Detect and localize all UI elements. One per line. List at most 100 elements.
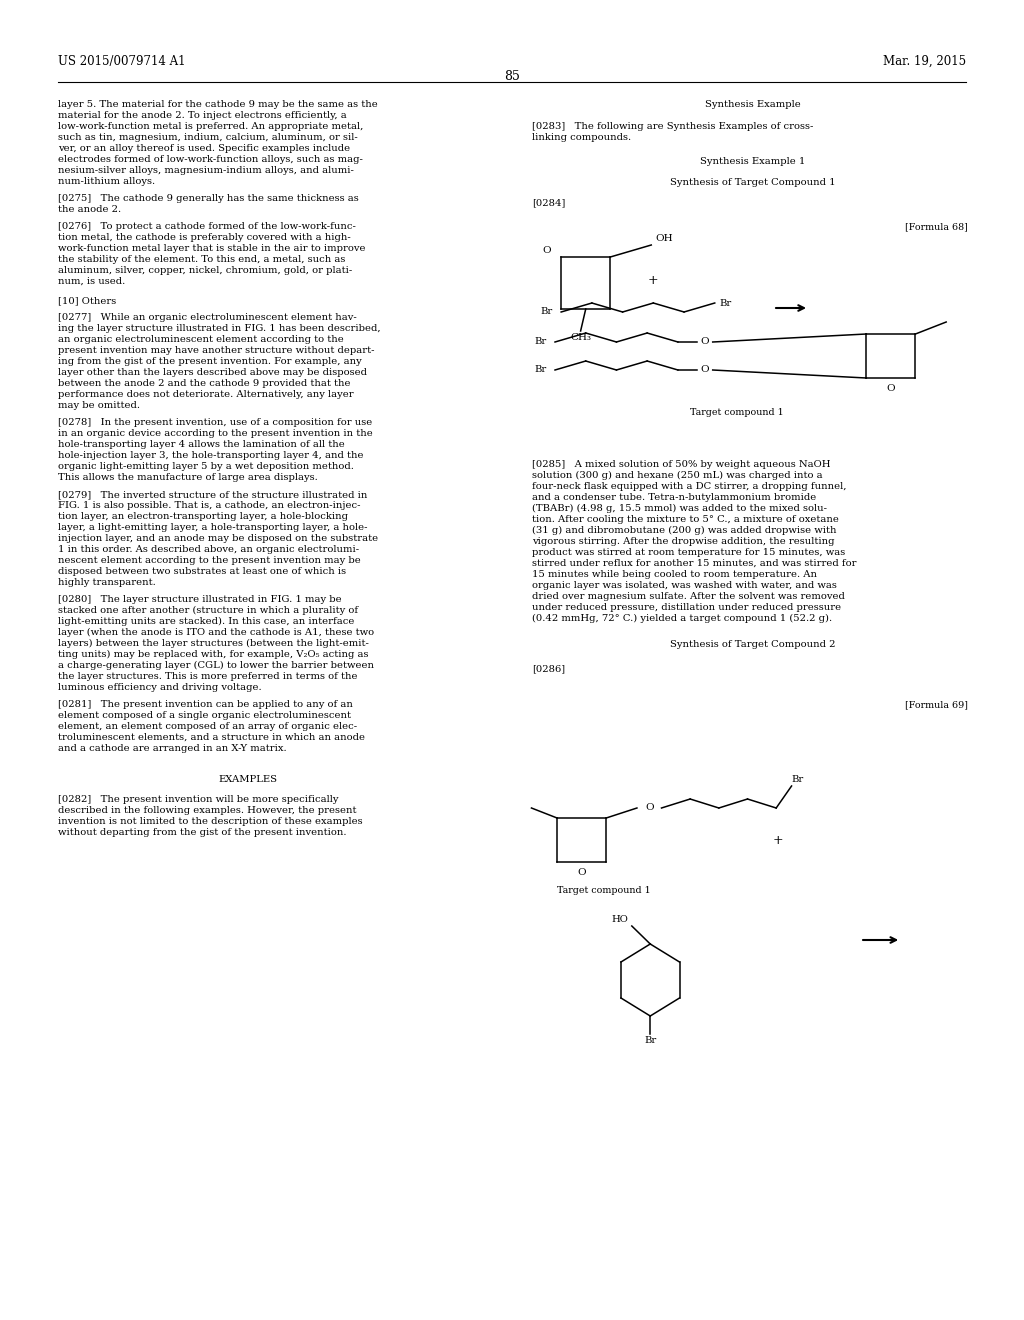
- Text: +: +: [648, 273, 658, 286]
- Text: troluminescent elements, and a structure in which an anode: troluminescent elements, and a structure…: [58, 733, 366, 742]
- Text: O: O: [700, 337, 709, 346]
- Text: tion. After cooling the mixture to 5° C., a mixture of oxetane: tion. After cooling the mixture to 5° C.…: [532, 515, 840, 524]
- Text: Mar. 19, 2015: Mar. 19, 2015: [883, 55, 966, 69]
- Text: 15 minutes while being cooled to room temperature. An: 15 minutes while being cooled to room te…: [532, 570, 817, 579]
- Text: O: O: [543, 246, 551, 255]
- Text: Br: Br: [792, 775, 804, 784]
- Text: ing from the gist of the present invention. For example, any: ing from the gist of the present inventi…: [58, 356, 362, 366]
- Text: element composed of a single organic electroluminescent: element composed of a single organic ele…: [58, 711, 351, 719]
- Text: [0275]   The cathode 9 generally has the same thickness as: [0275] The cathode 9 generally has the s…: [58, 194, 359, 203]
- Text: electrodes formed of low-work-function alloys, such as mag-: electrodes formed of low-work-function a…: [58, 154, 364, 164]
- Text: [0282]   The present invention will be more specifically: [0282] The present invention will be mor…: [58, 795, 339, 804]
- Text: +: +: [773, 833, 783, 846]
- Text: and a cathode are arranged in an X-Y matrix.: and a cathode are arranged in an X-Y mat…: [58, 744, 287, 752]
- Text: hole-transporting layer 4 allows the lamination of all the: hole-transporting layer 4 allows the lam…: [58, 440, 345, 449]
- Text: [0277]   While an organic electroluminescent element hav-: [0277] While an organic electroluminesce…: [58, 313, 357, 322]
- Text: an organic electroluminescent element according to the: an organic electroluminescent element ac…: [58, 335, 344, 345]
- Text: ing the layer structure illustrated in FIG. 1 has been described,: ing the layer structure illustrated in F…: [58, 323, 381, 333]
- Text: US 2015/0079714 A1: US 2015/0079714 A1: [58, 55, 186, 69]
- Text: the stability of the element. To this end, a metal, such as: the stability of the element. To this en…: [58, 255, 346, 264]
- Text: O: O: [645, 803, 653, 812]
- Text: linking compounds.: linking compounds.: [532, 133, 632, 143]
- Text: solution (300 g) and hexane (250 mL) was charged into a: solution (300 g) and hexane (250 mL) was…: [532, 471, 823, 480]
- Text: [0281]   The present invention can be applied to any of an: [0281] The present invention can be appl…: [58, 700, 353, 709]
- Text: [0284]: [0284]: [532, 198, 566, 207]
- Text: material for the anode 2. To inject electrons efficiently, a: material for the anode 2. To inject elec…: [58, 111, 347, 120]
- Text: present invention may have another structure without depart-: present invention may have another struc…: [58, 346, 375, 355]
- Text: nesium-silver alloys, magnesium-indium alloys, and alumi-: nesium-silver alloys, magnesium-indium a…: [58, 166, 354, 176]
- Text: work-function metal layer that is stable in the air to improve: work-function metal layer that is stable…: [58, 244, 366, 253]
- Text: Br: Br: [535, 366, 547, 375]
- Text: in an organic device according to the present invention in the: in an organic device according to the pr…: [58, 429, 373, 438]
- Text: [0283]   The following are Synthesis Examples of cross-: [0283] The following are Synthesis Examp…: [532, 121, 814, 131]
- Text: organic light-emitting layer 5 by a wet deposition method.: organic light-emitting layer 5 by a wet …: [58, 462, 354, 471]
- Text: [0278]   In the present invention, use of a composition for use: [0278] In the present invention, use of …: [58, 418, 373, 426]
- Text: FIG. 1 is also possible. That is, a cathode, an electron-injec-: FIG. 1 is also possible. That is, a cath…: [58, 502, 360, 510]
- Text: (TBABr) (4.98 g, 15.5 mmol) was added to the mixed solu-: (TBABr) (4.98 g, 15.5 mmol) was added to…: [532, 504, 827, 513]
- Text: stacked one after another (structure in which a plurality of: stacked one after another (structure in …: [58, 606, 358, 615]
- Text: between the anode 2 and the cathode 9 provided that the: between the anode 2 and the cathode 9 pr…: [58, 379, 351, 388]
- Text: luminous efficiency and driving voltage.: luminous efficiency and driving voltage.: [58, 682, 262, 692]
- Text: tion metal, the cathode is preferably covered with a high-: tion metal, the cathode is preferably co…: [58, 234, 351, 242]
- Text: performance does not deteriorate. Alternatively, any layer: performance does not deteriorate. Altern…: [58, 389, 354, 399]
- Text: layer other than the layers described above may be disposed: layer other than the layers described ab…: [58, 368, 368, 378]
- Text: Synthesis of Target Compound 2: Synthesis of Target Compound 2: [670, 640, 836, 649]
- Text: Synthesis Example: Synthesis Example: [705, 100, 801, 110]
- Text: injection layer, and an anode may be disposed on the substrate: injection layer, and an anode may be dis…: [58, 535, 379, 543]
- Text: layers) between the layer structures (between the light-emit-: layers) between the layer structures (be…: [58, 639, 370, 648]
- Text: [Formula 68]: [Formula 68]: [905, 222, 968, 231]
- Text: (0.42 mmHg, 72° C.) yielded a target compound 1 (52.2 g).: (0.42 mmHg, 72° C.) yielded a target com…: [532, 614, 833, 623]
- Text: ting units) may be replaced with, for example, V₂O₅ acting as: ting units) may be replaced with, for ex…: [58, 649, 369, 659]
- Text: num, is used.: num, is used.: [58, 277, 126, 286]
- Text: a charge-generating layer (CGL) to lower the barrier between: a charge-generating layer (CGL) to lower…: [58, 661, 375, 671]
- Text: Br: Br: [541, 308, 553, 317]
- Text: [0279]   The inverted structure of the structure illustrated in: [0279] The inverted structure of the str…: [58, 490, 368, 499]
- Text: (31 g) and dibromobutane (200 g) was added dropwise with: (31 g) and dibromobutane (200 g) was add…: [532, 525, 837, 535]
- Text: disposed between two substrates at least one of which is: disposed between two substrates at least…: [58, 568, 346, 576]
- Text: vigorous stirring. After the dropwise addition, the resulting: vigorous stirring. After the dropwise ad…: [532, 537, 835, 546]
- Text: organic layer was isolated, was washed with water, and was: organic layer was isolated, was washed w…: [532, 581, 838, 590]
- Text: dried over magnesium sulfate. After the solvent was removed: dried over magnesium sulfate. After the …: [532, 591, 846, 601]
- Text: may be omitted.: may be omitted.: [58, 401, 140, 411]
- Text: num-lithium alloys.: num-lithium alloys.: [58, 177, 156, 186]
- Text: [10] Others: [10] Others: [58, 296, 117, 305]
- Text: 1 in this order. As described above, an organic electrolumi-: 1 in this order. As described above, an …: [58, 545, 359, 554]
- Text: stirred under reflux for another 15 minutes, and was stirred for: stirred under reflux for another 15 minu…: [532, 558, 857, 568]
- Text: light-emitting units are stacked). In this case, an interface: light-emitting units are stacked). In th…: [58, 616, 354, 626]
- Text: without departing from the gist of the present invention.: without departing from the gist of the p…: [58, 828, 347, 837]
- Text: Br: Br: [720, 298, 732, 308]
- Text: OH: OH: [655, 234, 673, 243]
- Text: layer (when the anode is ITO and the cathode is A1, these two: layer (when the anode is ITO and the cat…: [58, 628, 375, 638]
- Text: aluminum, silver, copper, nickel, chromium, gold, or plati-: aluminum, silver, copper, nickel, chromi…: [58, 267, 352, 275]
- Text: the layer structures. This is more preferred in terms of the: the layer structures. This is more prefe…: [58, 672, 357, 681]
- Text: [0276]   To protect a cathode formed of the low-work-func-: [0276] To protect a cathode formed of th…: [58, 222, 356, 231]
- Text: low-work-function metal is preferred. An appropriate metal,: low-work-function metal is preferred. An…: [58, 121, 364, 131]
- Text: ver, or an alloy thereof is used. Specific examples include: ver, or an alloy thereof is used. Specif…: [58, 144, 350, 153]
- Text: [Formula 69]: [Formula 69]: [904, 700, 968, 709]
- Text: CH₃: CH₃: [570, 333, 591, 342]
- Text: four-neck flask equipped with a DC stirrer, a dropping funnel,: four-neck flask equipped with a DC stirr…: [532, 482, 847, 491]
- Text: product was stirred at room temperature for 15 minutes, was: product was stirred at room temperature …: [532, 548, 846, 557]
- Text: Target compound 1: Target compound 1: [557, 886, 651, 895]
- Text: EXAMPLES: EXAMPLES: [218, 775, 278, 784]
- Text: O: O: [578, 869, 586, 876]
- Text: HO: HO: [612, 915, 629, 924]
- Text: and a condenser tube. Tetra-n-butylammonium bromide: and a condenser tube. Tetra-n-butylammon…: [532, 492, 817, 502]
- Text: tion layer, an electron-transporting layer, a hole-blocking: tion layer, an electron-transporting lay…: [58, 512, 348, 521]
- Text: the anode 2.: the anode 2.: [58, 205, 122, 214]
- Text: hole-injection layer 3, the hole-transporting layer 4, and the: hole-injection layer 3, the hole-transpo…: [58, 451, 364, 459]
- Text: such as tin, magnesium, indium, calcium, aluminum, or sil-: such as tin, magnesium, indium, calcium,…: [58, 133, 358, 143]
- Text: layer 5. The material for the cathode 9 may be the same as the: layer 5. The material for the cathode 9 …: [58, 100, 378, 110]
- Text: Target compound 1: Target compound 1: [690, 408, 784, 417]
- Text: Synthesis Example 1: Synthesis Example 1: [700, 157, 805, 166]
- Text: layer, a light-emitting layer, a hole-transporting layer, a hole-: layer, a light-emitting layer, a hole-tr…: [58, 523, 368, 532]
- Text: Synthesis of Target Compound 1: Synthesis of Target Compound 1: [670, 178, 836, 187]
- Text: element, an element composed of an array of organic elec-: element, an element composed of an array…: [58, 722, 357, 731]
- Text: [0280]   The layer structure illustrated in FIG. 1 may be: [0280] The layer structure illustrated i…: [58, 595, 342, 605]
- Text: under reduced pressure, distillation under reduced pressure: under reduced pressure, distillation und…: [532, 603, 842, 612]
- Text: highly transparent.: highly transparent.: [58, 578, 156, 587]
- Text: Br: Br: [644, 1036, 656, 1045]
- Text: O: O: [887, 384, 895, 393]
- Text: This allows the manufacture of large area displays.: This allows the manufacture of large are…: [58, 473, 318, 482]
- Text: O: O: [700, 364, 709, 374]
